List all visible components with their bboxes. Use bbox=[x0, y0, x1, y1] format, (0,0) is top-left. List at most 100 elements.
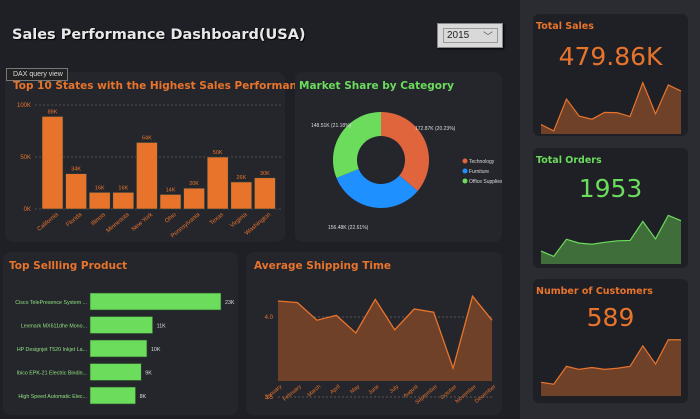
kpi-label: Total Orders bbox=[536, 155, 602, 166]
product-bar bbox=[89, 363, 142, 381]
top-products-title: Top Sellling Product bbox=[9, 260, 128, 272]
product-name: Lexmark MX611dhe Mono... bbox=[21, 324, 87, 330]
data-label: 16K bbox=[95, 185, 105, 191]
year-value: 2015 bbox=[447, 30, 470, 41]
x-tick-label: March bbox=[307, 384, 323, 398]
market-share-donut-chart: 172.87K (20.23%) 156.48K (22.61%) 148.51K … bbox=[311, 112, 502, 231]
x-tick-label: New York bbox=[131, 211, 155, 233]
kpi-value: 479.86K bbox=[558, 42, 663, 71]
bar-new-york bbox=[136, 142, 158, 210]
product-name: High Speed Automatic Elec... bbox=[18, 394, 87, 400]
product-bar bbox=[89, 339, 148, 358]
x-tick-label: December bbox=[474, 384, 497, 405]
x-tick-label: Virginia bbox=[229, 212, 249, 230]
bar-california bbox=[41, 116, 64, 210]
legend-marker bbox=[462, 168, 468, 174]
dax-query-tooltip: DAX query view bbox=[6, 68, 68, 81]
orders-sparkline bbox=[540, 214, 682, 264]
sparkline-line bbox=[540, 214, 682, 258]
legend-label: Furniture bbox=[469, 169, 489, 175]
states-chart-title: Top 10 States with the Highest Sales Per… bbox=[13, 80, 311, 92]
product-bar bbox=[89, 316, 153, 334]
bar-minnesota bbox=[112, 192, 135, 210]
kpi-card-total-orders: Total Orders 1953 bbox=[533, 148, 688, 268]
bar-pennsylvania bbox=[183, 187, 205, 210]
x-tick-label: July bbox=[389, 384, 401, 395]
sales-sparkline bbox=[540, 81, 682, 134]
data-label: 26K bbox=[236, 175, 246, 181]
states-bar-chart: 0K 50K 100K 89K California 34K Florida 16K Illin… bbox=[17, 103, 283, 239]
kpi-label: Total Sales bbox=[536, 21, 594, 32]
shipping-card: Average Shipping Time 3.5 4.0 January Febru… bbox=[246, 252, 502, 415]
product-name: HP Designjet T520 Inkjet La... bbox=[17, 347, 87, 353]
slice-label: 172.87K (20.23%) bbox=[415, 126, 456, 132]
y-tick-label: 50K bbox=[20, 155, 31, 161]
x-tick-label: Florida bbox=[65, 212, 83, 229]
legend-marker bbox=[462, 158, 468, 164]
y-tick-label: 4.0 bbox=[265, 315, 274, 321]
kpi-card-customers: Number of Customers 589 bbox=[533, 279, 688, 403]
top-products-card: Top Sellling Product Cisco TelePresence … bbox=[3, 252, 238, 415]
shipping-title: Average Shipping Time bbox=[254, 260, 392, 272]
product-value: 10K bbox=[151, 347, 161, 353]
data-label: 89K bbox=[48, 109, 58, 115]
shipping-line bbox=[277, 294, 493, 371]
x-tick-label: Ohio bbox=[164, 212, 178, 225]
x-tick-label: April bbox=[329, 384, 341, 396]
market-share-card: Market Share by Category 172.87K (20.23%… bbox=[295, 72, 502, 242]
slice-label: 148.51K (21.18%) bbox=[311, 123, 352, 129]
year-filter-dropdown[interactable]: 2015 ﹀ bbox=[437, 23, 503, 48]
product-value: 8K bbox=[140, 394, 147, 400]
kpi-value: 1953 bbox=[578, 174, 643, 203]
y-tick-label: 3.5 bbox=[265, 395, 274, 401]
sparkline-area bbox=[541, 215, 681, 264]
product-bar bbox=[89, 386, 136, 405]
x-tick-label: January bbox=[264, 384, 283, 401]
chevron-down-icon[interactable]: ﹀ bbox=[483, 32, 493, 43]
legend-label: Technology bbox=[469, 159, 495, 165]
data-label: 50K bbox=[213, 150, 223, 156]
x-tick-label: Texas bbox=[209, 212, 225, 227]
x-tick-label: Washington bbox=[244, 212, 272, 237]
top-products-bar-chart: Cisco TelePresence System ... 23K Lexmark … bbox=[15, 292, 235, 405]
page-title: Sales Performance Dashboard(USA) bbox=[12, 27, 306, 43]
y-tick-label: 0K bbox=[24, 207, 31, 213]
bar-illinois bbox=[88, 192, 111, 210]
data-label: 30K bbox=[260, 171, 270, 177]
kpi-sidebar: Total Sales 479.86K Total Orders 1953 Nu… bbox=[520, 0, 700, 419]
product-value: 9K bbox=[145, 371, 152, 377]
product-value: 11K bbox=[157, 324, 166, 330]
states-chart-card: Top 10 States with the Highest Sales Per… bbox=[5, 72, 310, 242]
data-label: 64K bbox=[142, 135, 152, 141]
bar-ohio bbox=[159, 194, 182, 210]
x-tick-label: May bbox=[349, 384, 361, 395]
bar-washington bbox=[254, 177, 276, 210]
slice-label: 156.48K (22.61%) bbox=[328, 225, 369, 231]
kpi-card-total-sales: Total Sales 479.86K bbox=[533, 14, 688, 136]
bar-virginia bbox=[230, 181, 253, 210]
x-tick-label: Minnesota bbox=[106, 212, 132, 235]
slice-office-supplies bbox=[333, 112, 381, 178]
product-bar bbox=[89, 292, 222, 311]
sparkline-area bbox=[541, 339, 681, 396]
x-tick-label: California bbox=[37, 212, 61, 233]
data-label: 14K bbox=[166, 187, 176, 193]
y-tick-label: 100K bbox=[17, 103, 31, 109]
bar-texas bbox=[206, 156, 229, 210]
x-tick-label: June bbox=[368, 384, 381, 396]
sparkline-line bbox=[540, 339, 681, 385]
customers-sparkline bbox=[540, 339, 681, 396]
sparkline-area bbox=[541, 82, 681, 134]
x-tick-label: Illinois bbox=[90, 212, 107, 227]
data-label: 20K bbox=[189, 181, 199, 187]
x-tick-label: February bbox=[282, 384, 303, 403]
slice-furniture bbox=[336, 168, 418, 209]
bar-florida bbox=[65, 173, 87, 210]
data-label: 16K bbox=[118, 185, 128, 191]
slice-technology bbox=[381, 112, 429, 192]
area-fill bbox=[278, 296, 492, 381]
sparkline-line bbox=[540, 81, 682, 132]
product-name: Ibico EPK-21 Electric Bindin... bbox=[17, 371, 87, 377]
market-share-title: Market Share by Category bbox=[299, 80, 454, 92]
